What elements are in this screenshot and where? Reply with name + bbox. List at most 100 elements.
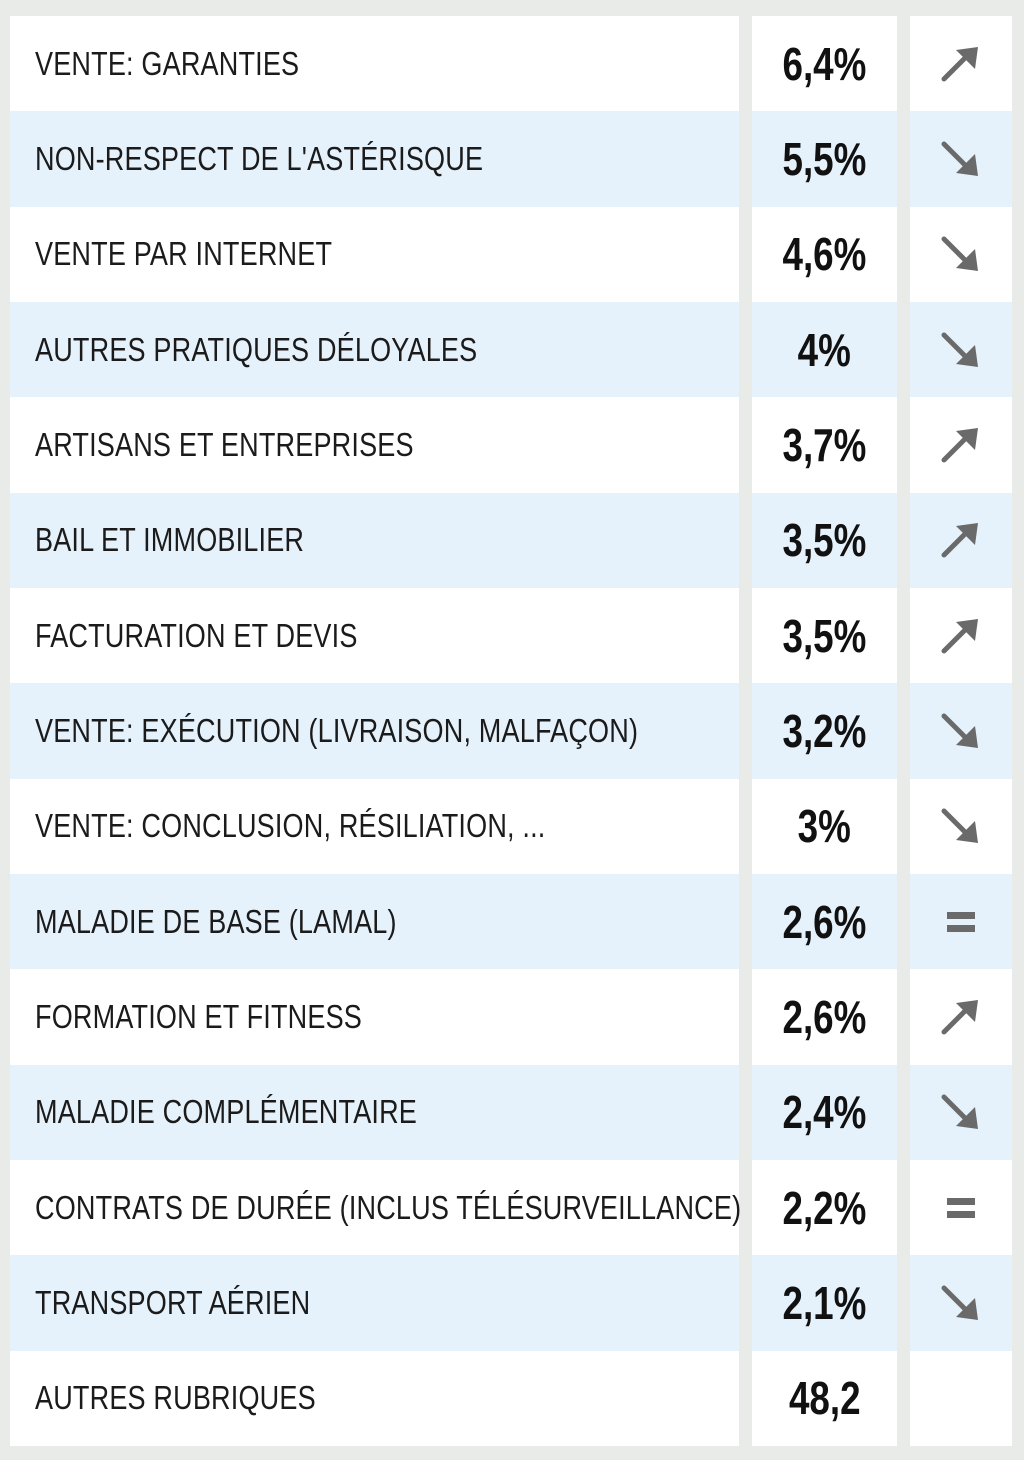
share-cell: 3,5% [752,588,897,684]
share-value: 3,5% [782,514,867,567]
arrow-up-right-icon [938,517,984,563]
trend-cell [910,683,1012,779]
share-cell: 2,1% [752,1255,897,1351]
arrow-down-right-icon [938,136,984,182]
share-value: 48,2 [788,1372,861,1425]
category-label: VENTE: GARANTIES [35,44,300,82]
category-label: BAIL ET IMMOBILIER [35,521,305,559]
trend-cell [910,969,1012,1065]
arrow-up-right-icon [938,422,984,468]
category-label: FORMATION ET FITNESS [35,997,363,1035]
category-cell: VENTE: GARANTIES [10,16,739,112]
share-cell: 2,4% [752,1064,897,1160]
share-cell: 3% [752,778,897,874]
share-cell: 2,2% [752,1160,897,1256]
category-cell: NON-RESPECT DE L'ASTÉRISQUE [10,111,739,207]
equals-icon [938,899,984,945]
category-label: AUTRES PRATIQUES DÉLOYALES [35,330,478,368]
category-cell: VENTE: CONCLUSION, RÉSILIATION, ... [10,778,739,874]
category-cell: FORMATION ET FITNESS [10,969,739,1065]
trend-cell [910,397,1012,493]
table-row: NON-RESPECT DE L'ASTÉRISQUE 5,5% [10,111,1012,207]
trend-cell [910,588,1012,684]
table-row: FORMATION ET FITNESS 2,6% [10,969,1012,1065]
share-cell: 2,6% [752,874,897,970]
category-label: TRANSPORT AÉRIEN [35,1283,311,1321]
arrow-down-right-icon [938,1280,984,1326]
table-row: VENTE: EXÉCUTION (LIVRAISON, MALFAÇON) 3,… [10,683,1012,779]
category-cell: VENTE: EXÉCUTION (LIVRAISON, MALFAÇON) [10,683,739,779]
trend-cell [910,16,1012,112]
category-cell: FACTURATION ET DEVIS [10,588,739,684]
table-row: CONTRATS DE DURÉE (INCLUS TÉLÉSURVEILLAN… [10,1160,1012,1256]
category-cell: BAIL ET IMMOBILIER [10,492,739,588]
arrow-down-right-icon [938,708,984,754]
arrow-down-right-icon [938,1089,984,1135]
table-row: FACTURATION ET DEVIS 3,5% [10,588,1012,684]
category-label: CONTRATS DE DURÉE (INCLUS TÉLÉSURVEILLAN… [35,1188,742,1226]
table-row: BAIL ET IMMOBILIER 3,5% [10,492,1012,588]
trend-cell [910,1350,1012,1446]
category-label: VENTE: EXÉCUTION (LIVRAISON, MALFAÇON) [35,711,639,749]
category-label: VENTE: CONCLUSION, RÉSILIATION, ... [35,807,546,845]
share-value: 2,1% [782,1276,867,1329]
category-cell: MALADIE COMPLÉMENTAIRE [10,1064,739,1160]
share-cell: 6,4% [752,16,897,112]
share-value: 2,4% [782,1086,867,1139]
category-cell: TRANSPORT AÉRIEN [10,1255,739,1351]
trend-cell [910,1255,1012,1351]
share-cell: 48,2 [752,1350,897,1446]
share-cell: 3,2% [752,683,897,779]
table-row: TRANSPORT AÉRIEN 2,1% [10,1255,1012,1351]
equals-icon [938,1185,984,1231]
trend-cell [910,492,1012,588]
table-row: VENTE: CONCLUSION, RÉSILIATION, ... 3% [10,778,1012,874]
table-row: VENTE: GARANTIES 6,4% [10,16,1012,112]
share-value: 3,5% [782,609,867,662]
ranking-table: VENTE: GARANTIES 6,4% NON-RESPECT DE L'AST… [10,16,1012,1446]
table-row: ARTISANS ET ENTREPRISES 3,7% [10,397,1012,493]
share-value: 4,6% [782,228,867,281]
category-label: ARTISANS ET ENTREPRISES [35,425,414,463]
trend-cell [910,1064,1012,1160]
arrow-down-right-icon [938,231,984,277]
arrow-down-right-icon [938,803,984,849]
category-cell: AUTRES RUBRIQUES [10,1350,739,1446]
trend-cell [910,111,1012,207]
category-label: VENTE PAR INTERNET [35,235,333,273]
category-cell: AUTRES PRATIQUES DÉLOYALES [10,302,739,398]
category-cell: MALADIE DE BASE (LAMAL) [10,874,739,970]
share-value: 3% [797,800,852,853]
trend-cell [910,1160,1012,1256]
share-cell: 3,7% [752,397,897,493]
share-cell: 2,6% [752,969,897,1065]
table-row: VENTE PAR INTERNET 4,6% [10,206,1012,302]
category-label: FACTURATION ET DEVIS [35,616,358,654]
share-cell: 4% [752,302,897,398]
share-value: 2,6% [782,895,867,948]
category-label: MALADIE COMPLÉMENTAIRE [35,1093,418,1131]
table-row: MALADIE COMPLÉMENTAIRE 2,4% [10,1064,1012,1160]
share-value: 2,6% [782,990,867,1043]
share-cell: 5,5% [752,111,897,207]
category-cell: VENTE PAR INTERNET [10,206,739,302]
trend-cell [910,206,1012,302]
arrow-down-right-icon [938,327,984,373]
trend-cell [910,778,1012,874]
share-value: 4% [797,323,852,376]
share-value: 5,5% [782,132,867,185]
arrow-up-right-icon [938,41,984,87]
table-row: AUTRES PRATIQUES DÉLOYALES 4% [10,302,1012,398]
category-cell: ARTISANS ET ENTREPRISES [10,397,739,493]
trend-cell [910,874,1012,970]
share-cell: 3,5% [752,492,897,588]
arrow-up-right-icon [938,613,984,659]
category-cell: CONTRATS DE DURÉE (INCLUS TÉLÉSURVEILLAN… [10,1160,742,1256]
table-row: AUTRES RUBRIQUES 48,2 [10,1350,1012,1446]
share-value: 2,2% [782,1181,867,1234]
share-cell: 4,6% [752,206,897,302]
share-value: 3,2% [782,704,867,757]
category-label: NON-RESPECT DE L'ASTÉRISQUE [35,139,484,177]
share-value: 6,4% [782,37,867,90]
arrow-up-right-icon [938,994,984,1040]
